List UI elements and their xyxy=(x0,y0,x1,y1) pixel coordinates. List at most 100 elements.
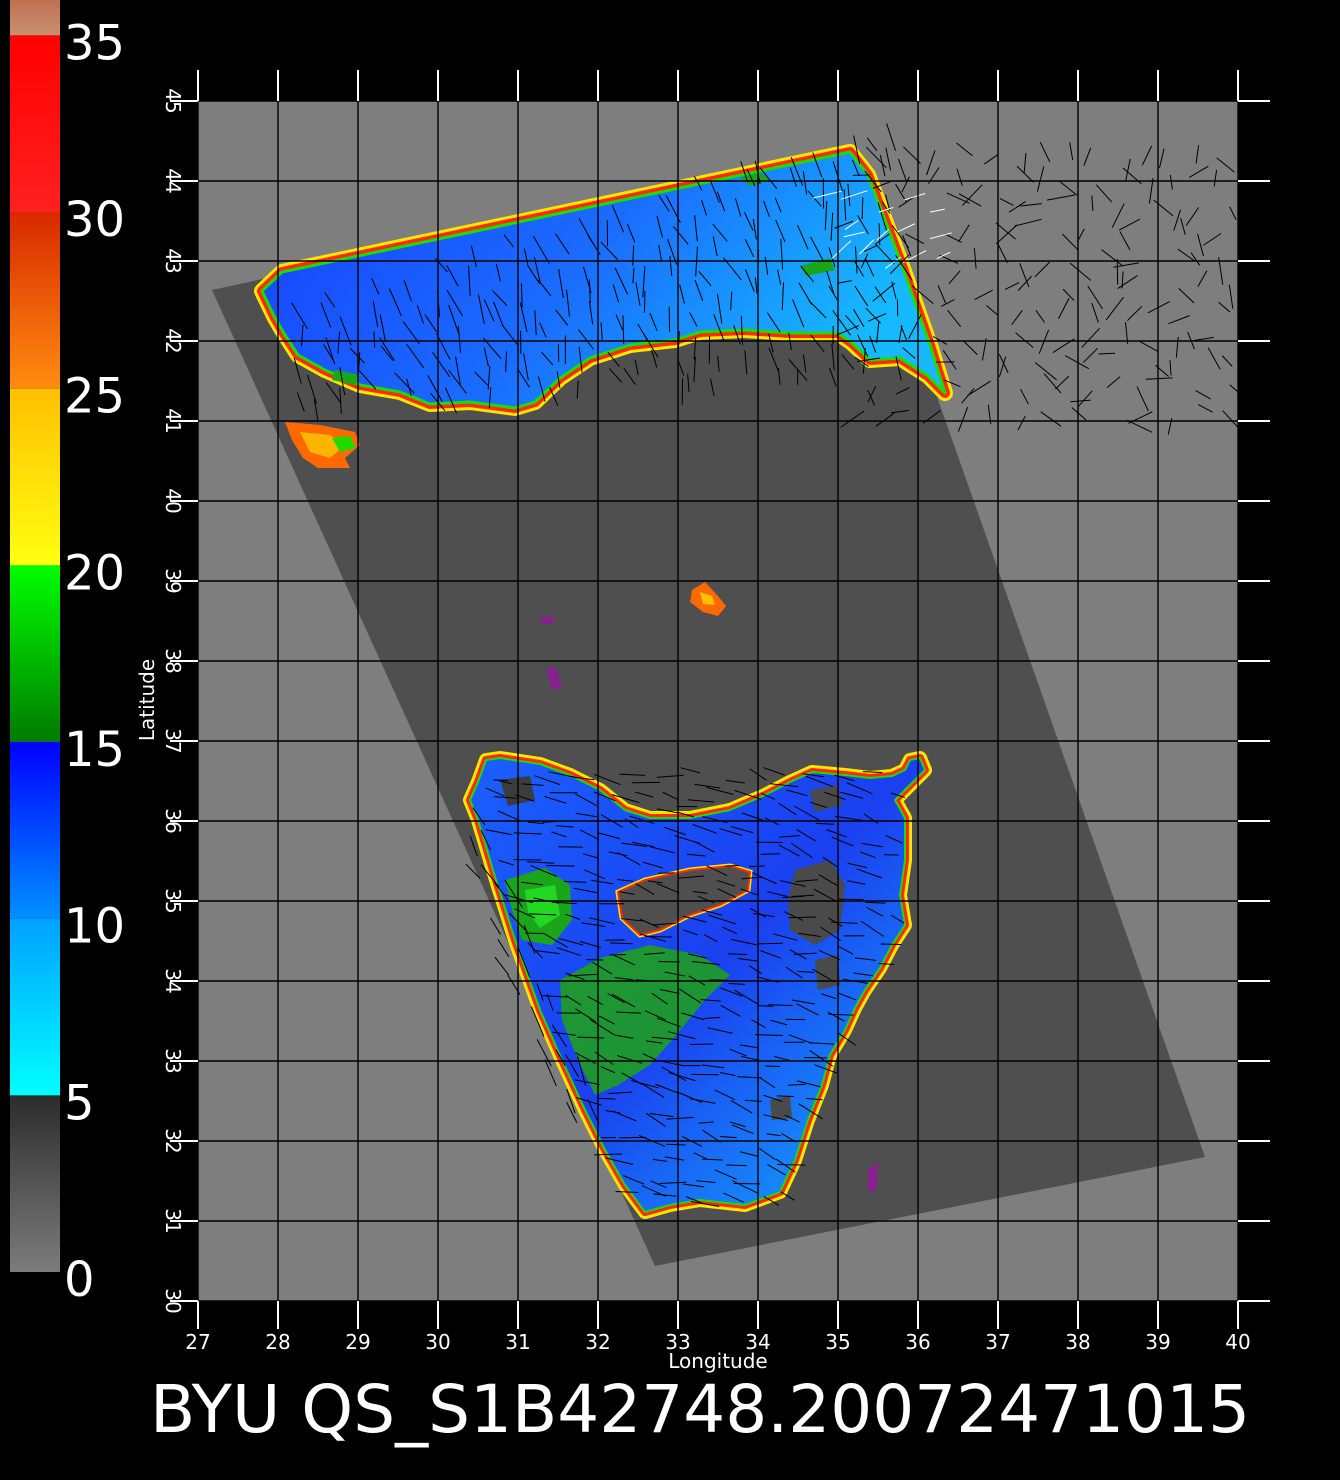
grid xyxy=(197,100,1239,1302)
wind-vector xyxy=(658,244,662,261)
wind-vector xyxy=(774,197,782,213)
wind-vector xyxy=(607,993,625,1004)
wind-vector xyxy=(537,376,546,402)
wind-vector xyxy=(885,194,891,211)
wind-vector xyxy=(1039,141,1051,163)
wind-vector xyxy=(1062,233,1080,251)
wind-vector xyxy=(607,1091,633,1094)
wind-vector xyxy=(854,246,858,274)
wind-vector xyxy=(615,1191,639,1193)
wind-vector xyxy=(840,791,864,799)
wind-vector xyxy=(1069,142,1074,161)
wind-vector xyxy=(763,200,770,217)
wind-vector xyxy=(656,215,663,238)
wind-vector xyxy=(632,245,635,266)
wind-vector xyxy=(669,256,673,277)
wind-vector xyxy=(732,1180,758,1194)
wind-vector xyxy=(575,793,597,807)
wind-vector xyxy=(856,357,881,363)
wind-vector xyxy=(579,941,601,948)
wind-vector xyxy=(1101,249,1124,267)
wind-vector xyxy=(690,1098,716,1104)
wind-vector xyxy=(624,818,639,829)
wind-vector xyxy=(527,861,555,864)
wind-vector xyxy=(615,314,624,331)
wind-vector xyxy=(520,283,523,308)
wind-vector xyxy=(597,832,621,840)
wind-vector xyxy=(901,176,910,193)
wind-vector xyxy=(753,913,775,918)
wind-vector xyxy=(1083,147,1092,166)
colorbar-band xyxy=(10,0,60,36)
wind-vector xyxy=(575,812,597,818)
wind-vector xyxy=(300,324,304,347)
wind-vector xyxy=(416,305,424,324)
wind-vector xyxy=(773,933,798,941)
wind-vector xyxy=(533,236,550,264)
wind-vector xyxy=(810,334,825,353)
wind-vector xyxy=(809,1049,833,1067)
wind-vector xyxy=(668,1031,696,1040)
wind-vector xyxy=(763,767,786,776)
wind-vector xyxy=(1177,248,1195,262)
colorbar-tick-label: 5 xyxy=(64,1075,95,1131)
wind-vector xyxy=(644,1010,666,1021)
wind-vector xyxy=(1188,165,1209,178)
wind-vector xyxy=(995,222,1016,240)
wind-vector xyxy=(296,392,305,412)
wind-vector xyxy=(741,876,763,880)
wind-vector xyxy=(488,387,492,409)
wind-vector xyxy=(783,911,804,921)
wind-vector xyxy=(824,200,828,231)
wind-vector xyxy=(1118,218,1141,231)
wind-vector xyxy=(1218,301,1231,313)
wind-vector xyxy=(898,325,903,343)
wind-vector xyxy=(600,322,603,342)
wind-vector xyxy=(827,1011,845,1022)
wind-vector xyxy=(1197,233,1204,257)
wind-vector xyxy=(505,351,508,373)
wind-vector xyxy=(768,347,779,372)
wind-vector xyxy=(890,409,909,414)
wind-vector xyxy=(629,815,655,825)
wind-vector xyxy=(526,264,541,285)
swath-region xyxy=(212,150,1205,1266)
colorbar-band xyxy=(10,565,60,742)
wind-vector xyxy=(641,1082,665,1098)
wind-vector xyxy=(748,965,762,975)
wind-vector xyxy=(939,254,959,264)
wind-vector xyxy=(651,992,668,1005)
wind-vector xyxy=(788,1034,813,1044)
wind-vector xyxy=(857,214,869,235)
wind-vector xyxy=(997,243,1008,264)
wind-vector xyxy=(592,961,613,975)
wind-vector xyxy=(1125,158,1131,182)
wind-vector xyxy=(889,254,910,275)
wind-vector xyxy=(578,346,583,373)
wind-vector xyxy=(1019,263,1030,288)
wind-vector xyxy=(493,779,508,781)
wind-vector xyxy=(719,828,743,836)
wind-vector xyxy=(588,301,594,325)
wind-vector xyxy=(1011,310,1023,326)
wind-vector xyxy=(293,357,302,384)
wind-vector xyxy=(427,375,443,402)
wind-vector xyxy=(388,288,402,317)
y-tick-label: 45 xyxy=(161,88,185,113)
wind-vector xyxy=(612,1110,637,1122)
wind-vector xyxy=(469,835,478,857)
wind-vector xyxy=(835,815,863,821)
wind-vector xyxy=(530,1006,545,1037)
wind-vector xyxy=(556,947,581,956)
wind-vector xyxy=(436,333,451,360)
x-axis-label: Longitude xyxy=(668,1349,767,1373)
wind-vector xyxy=(843,231,866,238)
wind-vector xyxy=(734,198,742,217)
wind-vector xyxy=(728,953,748,956)
wind-vector xyxy=(1058,180,1078,196)
colorbar-band xyxy=(10,742,60,919)
wind-vector xyxy=(766,1133,781,1137)
wind-vector xyxy=(485,787,505,797)
wind-vector xyxy=(1091,302,1099,323)
